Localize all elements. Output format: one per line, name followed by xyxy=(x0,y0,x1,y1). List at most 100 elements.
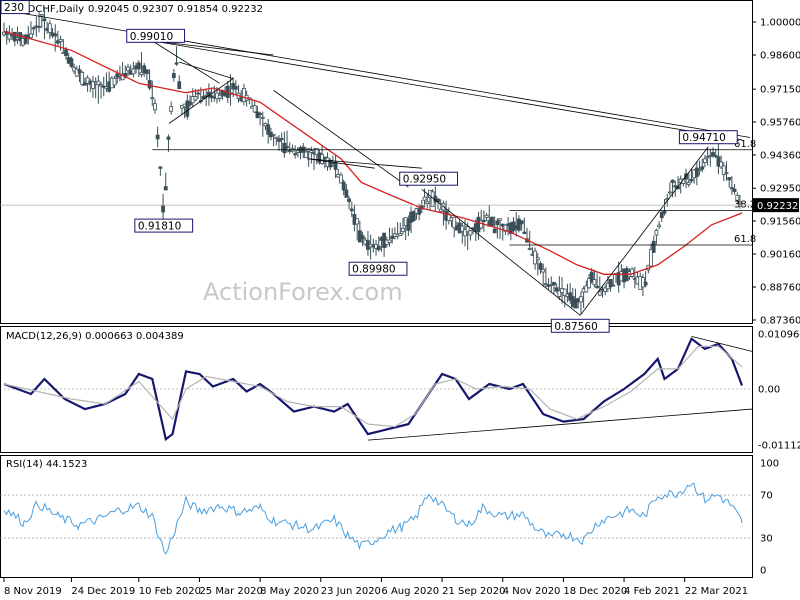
candle-body xyxy=(171,73,176,79)
price-candle xyxy=(689,168,694,184)
macd-title: MACD(12,26,9) 0.000663 0.004389 xyxy=(6,331,184,342)
price-candle xyxy=(579,291,583,314)
candle-body xyxy=(166,136,171,140)
price-layer: 61.838.261.80.990100.918100.899800.92950… xyxy=(0,0,756,333)
candle-body xyxy=(217,94,222,99)
rsi-y-label: 100 xyxy=(760,459,779,470)
trendline xyxy=(273,90,409,188)
annotation-text: 0.92950 xyxy=(403,174,446,186)
candle-body xyxy=(163,186,168,191)
candle-body xyxy=(39,14,44,17)
candle-body xyxy=(85,77,90,84)
price-candle xyxy=(552,281,556,295)
annotation-box xyxy=(550,318,610,333)
price-annotation: 0.92950 xyxy=(399,171,459,186)
candle-body xyxy=(42,18,47,22)
candle-body xyxy=(522,231,527,234)
candle-body xyxy=(689,178,694,182)
x-tick-label: 8 Nov 2019 xyxy=(4,586,62,597)
candle-body xyxy=(719,161,724,168)
candle-body xyxy=(490,216,494,227)
candle-body xyxy=(314,148,319,156)
candle-body xyxy=(309,150,314,153)
candle-body xyxy=(29,33,33,38)
rsi-title: RSI(14) 44.1523 xyxy=(6,459,87,470)
candle-body xyxy=(543,283,548,286)
candle-body xyxy=(252,105,257,113)
price-annotation: 0.91810 xyxy=(134,218,194,233)
trendline xyxy=(152,40,743,141)
price-candle xyxy=(535,253,540,276)
price-candle xyxy=(522,217,527,235)
price-candle xyxy=(163,172,168,191)
price-candle xyxy=(649,243,653,267)
candle-body xyxy=(266,124,271,135)
price-candle xyxy=(80,70,85,87)
axes-layer: 1.00000 0.98600 0.97150 0.95760 0.94360 0.929… xyxy=(3,18,800,597)
ohlc-values: 0.92045 0.92307 0.91854 0.92232 xyxy=(88,4,263,15)
annotation-text: 0.99010 xyxy=(130,31,173,43)
price-candle xyxy=(360,231,365,247)
candle-body xyxy=(82,82,87,86)
price-candle xyxy=(543,267,548,288)
price-candle xyxy=(651,235,656,253)
candle-body xyxy=(69,58,74,67)
price-candle xyxy=(452,217,457,238)
price-candle xyxy=(724,161,729,181)
rsi-y-label: 30 xyxy=(760,533,773,544)
candle-body xyxy=(589,271,594,282)
candle-body xyxy=(417,208,422,215)
candle-body xyxy=(527,247,532,250)
candle-body xyxy=(541,269,546,273)
price-candle xyxy=(260,111,265,137)
candle-body xyxy=(277,138,281,142)
price-y-label: 0.92950 xyxy=(760,184,800,195)
x-tick-label: 21 Sep 2020 xyxy=(442,586,505,597)
candle-body xyxy=(115,73,120,78)
price-candle xyxy=(77,65,82,83)
price-candle xyxy=(112,75,117,89)
price-candle xyxy=(339,172,343,184)
price-y-label: 0.91560 xyxy=(760,216,800,227)
candle-body xyxy=(595,285,599,289)
candle-body xyxy=(390,235,395,239)
price-candle xyxy=(136,60,141,78)
candle-body xyxy=(700,166,705,170)
price-candle xyxy=(320,145,325,165)
price-candle xyxy=(481,210,486,232)
candle-body xyxy=(460,225,465,232)
price-annotation: 0.87560 xyxy=(550,318,610,333)
price-candle xyxy=(161,193,165,220)
candle-body xyxy=(498,218,502,221)
annotation-text: 0.94710 xyxy=(682,132,725,144)
price-candle xyxy=(217,88,222,102)
price-candle xyxy=(37,12,41,33)
candle-body xyxy=(587,278,591,289)
candle-body xyxy=(23,34,28,44)
candle-body xyxy=(285,146,289,149)
price-candle xyxy=(69,56,74,69)
candle-body xyxy=(279,138,284,140)
candle-body xyxy=(492,228,497,234)
candle-body xyxy=(651,240,656,253)
candle-body xyxy=(608,278,613,288)
price-candle xyxy=(53,24,58,52)
price-candle xyxy=(465,222,470,251)
price-candle xyxy=(166,134,171,152)
trendline xyxy=(307,158,422,169)
candle-body xyxy=(142,65,147,73)
candle-body xyxy=(376,245,381,251)
price-candle xyxy=(169,101,174,115)
price-candle xyxy=(293,145,298,159)
candle-body xyxy=(738,201,742,205)
candle-body xyxy=(716,156,721,167)
price-candle xyxy=(58,35,63,51)
price-candle xyxy=(716,143,721,175)
candle-body xyxy=(112,77,117,86)
price-candle xyxy=(595,273,599,289)
candle-body xyxy=(37,25,41,28)
price-candle xyxy=(150,80,155,107)
price-candle xyxy=(177,75,182,90)
price-candle xyxy=(643,271,648,288)
